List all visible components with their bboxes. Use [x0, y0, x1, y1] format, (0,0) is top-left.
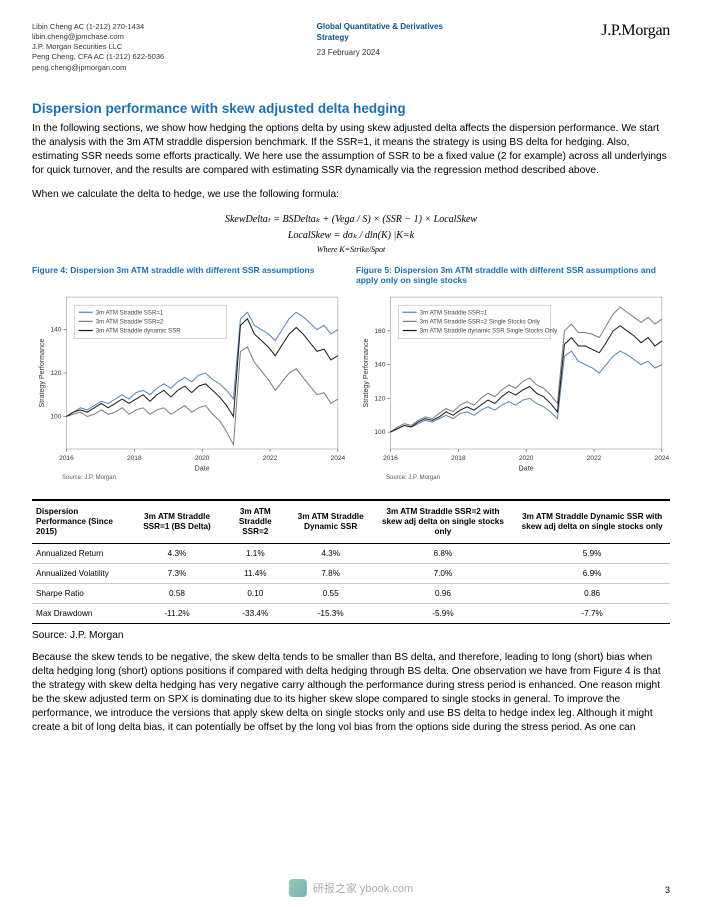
table-cell: -7.7% — [514, 603, 670, 623]
table-header: Dispersion Performance (Since 2015) — [32, 500, 133, 543]
svg-text:2020: 2020 — [519, 455, 534, 462]
logo-block: J.P.Morgan — [601, 22, 670, 73]
page-number: 3 — [665, 885, 670, 895]
table-cell: 0.55 — [290, 583, 372, 603]
formula-line2: LocalSkew = dσₖ / dln(K) |K=k — [32, 228, 670, 244]
svg-text:2020: 2020 — [195, 455, 210, 462]
watermark-text: 研报之家 ybook.com — [313, 880, 413, 896]
figure-5: Figure 5: Dispersion 3m ATM straddle wit… — [356, 265, 670, 481]
svg-text:160: 160 — [374, 328, 385, 335]
svg-text:Date: Date — [519, 464, 534, 472]
svg-text:2018: 2018 — [451, 455, 466, 462]
paragraph-1: In the following sections, we show how h… — [32, 122, 670, 178]
table-cell: 4.3% — [290, 543, 372, 563]
svg-text:Strategy Performance: Strategy Performance — [362, 338, 370, 407]
table-cell: Max Drawdown — [32, 603, 133, 623]
svg-text:2016: 2016 — [383, 455, 398, 462]
svg-text:120: 120 — [374, 395, 385, 402]
table-header: 3m ATM Straddle SSR=2 — [221, 500, 290, 543]
table-cell: 0.86 — [514, 583, 670, 603]
author1-email: libin.cheng@jpmchase.com — [32, 32, 317, 42]
svg-text:120: 120 — [50, 370, 61, 377]
table-cell: -33.4% — [221, 603, 290, 623]
table-cell: 0.10 — [221, 583, 290, 603]
table-cell: 6.9% — [514, 563, 670, 583]
formula-line3: Where K=Strike/Spot — [32, 244, 670, 257]
table-cell: 7.3% — [133, 563, 221, 583]
paragraph-3: Because the skew tends to be negative, t… — [32, 651, 670, 735]
table-cell: -11.2% — [133, 603, 221, 623]
watermark: 研报之家 ybook.com — [289, 879, 413, 897]
table-cell: -15.3% — [290, 603, 372, 623]
table-cell: 7.8% — [290, 563, 372, 583]
table-source: Source: J.P. Morgan — [32, 630, 670, 641]
svg-text:3m ATM Straddle dynamic SSR: 3m ATM Straddle dynamic SSR — [96, 328, 181, 334]
figure-4: Figure 4: Dispersion 3m ATM straddle wit… — [32, 265, 346, 481]
table-header: 3m ATM Straddle Dynamic SSR — [290, 500, 372, 543]
formula-block: SkewDeltaₜ = BSDeltaₖ + (Vega / S) × (SS… — [32, 212, 670, 257]
table-cell: 11.4% — [221, 563, 290, 583]
figure-4-title: Figure 4: Dispersion 3m ATM straddle wit… — [32, 265, 346, 287]
strategy-line1: Global Quantitative & Derivatives — [317, 22, 602, 33]
figure-row: Figure 4: Dispersion 3m ATM straddle wit… — [32, 265, 670, 481]
svg-text:2024: 2024 — [331, 455, 346, 462]
figure-4-chart: 100 120 140 2016 2018 2020 2022 2024 Strategy Pe… — [32, 291, 346, 473]
table-row: Annualized Volatility7.3%11.4%7.8%7.0%6.… — [32, 563, 670, 583]
table-header: 3m ATM Straddle SSR=1 (BS Delta) — [133, 500, 221, 543]
svg-text:2024: 2024 — [655, 455, 670, 462]
svg-text:Date: Date — [195, 464, 210, 472]
table-row: Annualized Return4.3%1.1%4.3%6.8%5.9% — [32, 543, 670, 563]
figure-5-title: Figure 5: Dispersion 3m ATM straddle wit… — [356, 265, 670, 287]
table-cell: 1.1% — [221, 543, 290, 563]
author-block: Libin Cheng AC (1-212) 270-1434 libin.ch… — [32, 22, 317, 73]
table-cell: Annualized Volatility — [32, 563, 133, 583]
figure-5-chart: 100 120 140 160 2016 2018 2020 2022 2024 Strategy… — [356, 291, 670, 473]
svg-text:2018: 2018 — [127, 455, 142, 462]
author2-email: peng.cheng@jpmorgan.com — [32, 63, 317, 73]
strategy-line2: Strategy — [317, 33, 602, 44]
svg-text:3m ATM Straddle SSR=1: 3m ATM Straddle SSR=1 — [96, 310, 164, 316]
svg-text:3m ATM Straddle SSR=2: 3m ATM Straddle SSR=2 — [96, 319, 164, 325]
table-cell: Annualized Return — [32, 543, 133, 563]
figure-5-source: Source: J.P. Morgan — [386, 475, 670, 481]
strategy-block: Global Quantitative & Derivatives Strate… — [317, 22, 602, 73]
table-header: 3m ATM Straddle Dynamic SSR with skew ad… — [514, 500, 670, 543]
svg-text:100: 100 — [50, 413, 61, 420]
table-cell: Sharpe Ratio — [32, 583, 133, 603]
section-title: Dispersion performance with skew adjuste… — [32, 101, 670, 116]
jpmorgan-logo: J.P.Morgan — [601, 22, 670, 40]
svg-text:3m ATM Straddle SSR=2 Single S: 3m ATM Straddle SSR=2 Single Stocks Only — [420, 319, 541, 325]
author2-name: Peng Cheng, CFA AC (1-212) 622-5036 — [32, 52, 317, 62]
paragraph-2: When we calculate the delta to hedge, we… — [32, 188, 670, 202]
table-cell: 0.96 — [372, 583, 515, 603]
table-row: Max Drawdown-11.2%-33.4%-15.3%-5.9%-7.7% — [32, 603, 670, 623]
table-cell: 4.3% — [133, 543, 221, 563]
svg-text:3m ATM Straddle dynamic SSR Si: 3m ATM Straddle dynamic SSR Single Stock… — [420, 328, 558, 334]
svg-text:140: 140 — [50, 326, 61, 333]
table-header: 3m ATM Straddle SSR=2 with skew adj delt… — [372, 500, 515, 543]
figure-4-source: Source: J.P. Morgan — [62, 475, 346, 481]
table-cell: 7.0% — [372, 563, 515, 583]
table-cell: 0.58 — [133, 583, 221, 603]
table-row: Sharpe Ratio0.580.100.550.960.86 — [32, 583, 670, 603]
svg-text:Strategy Performance: Strategy Performance — [38, 338, 46, 407]
watermark-icon — [289, 879, 307, 897]
formula-line1: SkewDeltaₜ = BSDeltaₖ + (Vega / S) × (SS… — [32, 212, 670, 228]
performance-table: Dispersion Performance (Since 2015)3m AT… — [32, 499, 670, 624]
report-date: 23 February 2024 — [317, 48, 602, 59]
page-header: Libin Cheng AC (1-212) 270-1434 libin.ch… — [32, 22, 670, 73]
svg-text:2016: 2016 — [59, 455, 74, 462]
table-cell: 5.9% — [514, 543, 670, 563]
table-cell: -5.9% — [372, 603, 515, 623]
svg-text:140: 140 — [374, 361, 385, 368]
table-cell: 6.8% — [372, 543, 515, 563]
svg-text:100: 100 — [374, 429, 385, 436]
svg-text:2022: 2022 — [263, 455, 278, 462]
svg-text:2022: 2022 — [587, 455, 602, 462]
svg-text:3m ATM Straddle SSR=1: 3m ATM Straddle SSR=1 — [420, 310, 488, 316]
author1-name: Libin Cheng AC (1-212) 270-1434 — [32, 22, 317, 32]
firm-name: J.P. Morgan Securities LLC — [32, 42, 317, 52]
